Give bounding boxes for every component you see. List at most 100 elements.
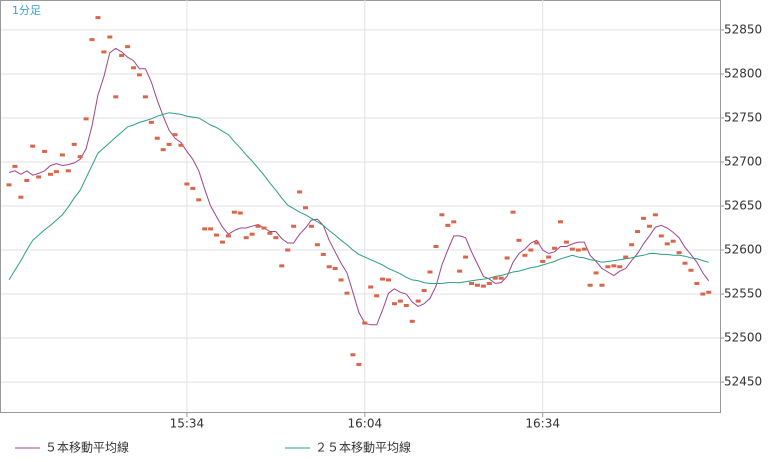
- price-point: [540, 259, 546, 263]
- price-point: [89, 38, 95, 42]
- price-point: [308, 224, 314, 228]
- price-point: [575, 248, 581, 252]
- price-point: [83, 117, 89, 121]
- price-point: [700, 292, 706, 296]
- price-point: [676, 251, 682, 255]
- price-point: [6, 183, 12, 187]
- price-point: [682, 261, 688, 265]
- legend-label: ５本移動平均線: [45, 440, 129, 455]
- price-point: [546, 255, 552, 259]
- y-tick-label: 52700: [724, 154, 762, 168]
- price-point: [403, 303, 409, 307]
- price-point: [273, 236, 279, 240]
- price-point: [196, 198, 202, 202]
- x-tick-label: 16:34: [525, 417, 560, 431]
- ma-line: [8, 112, 709, 284]
- price-point: [386, 278, 392, 282]
- price-point: [593, 271, 599, 275]
- price-point: [285, 248, 291, 252]
- price-point: [214, 233, 220, 237]
- price-point: [569, 247, 575, 251]
- price-point: [344, 291, 350, 295]
- price-point: [652, 213, 658, 217]
- price-point: [48, 172, 54, 176]
- price-point: [320, 252, 326, 256]
- price-point: [178, 143, 184, 147]
- price-point: [231, 210, 237, 214]
- price-point: [670, 239, 676, 243]
- price-point: [510, 210, 516, 214]
- ma-line: [8, 47, 710, 326]
- price-point: [445, 223, 451, 227]
- price-point: [65, 169, 71, 173]
- price-point: [350, 353, 356, 357]
- price-point: [237, 211, 243, 215]
- price-point: [243, 236, 249, 240]
- price-point: [391, 302, 397, 306]
- price-point: [18, 195, 24, 199]
- y-tick-label: 52650: [724, 199, 762, 213]
- price-point: [469, 281, 475, 285]
- price-point: [498, 276, 504, 280]
- y-tick-label: 52500: [724, 331, 762, 345]
- price-point: [611, 264, 617, 268]
- price-point: [36, 175, 42, 179]
- y-tick-label: 52750: [724, 110, 762, 124]
- price-point: [629, 243, 635, 247]
- price-point: [172, 133, 178, 137]
- price-point: [415, 299, 421, 303]
- price-point: [297, 190, 303, 194]
- price-point: [53, 170, 59, 174]
- price-point: [646, 224, 652, 228]
- price-point: [148, 120, 154, 124]
- x-tick-label: 16:04: [348, 417, 383, 431]
- price-point: [267, 231, 273, 235]
- price-point: [451, 220, 457, 224]
- legend-label: ２５本移動平均線: [315, 440, 411, 455]
- price-point: [563, 240, 569, 244]
- price-point: [261, 226, 267, 230]
- price-point: [516, 238, 522, 242]
- price-point: [427, 270, 433, 274]
- y-tick-label: 52800: [724, 66, 762, 80]
- price-point: [480, 284, 486, 288]
- price-point: [95, 16, 101, 20]
- price-point: [457, 269, 463, 273]
- price-point: [12, 164, 18, 168]
- price-point: [522, 253, 528, 257]
- price-point: [599, 283, 605, 287]
- price-point: [374, 294, 380, 298]
- price-point: [154, 136, 160, 140]
- y-tick-label: 52600: [724, 243, 762, 257]
- price-point: [528, 248, 534, 252]
- price-point: [694, 281, 700, 285]
- price-point: [291, 224, 297, 228]
- price-point: [113, 95, 119, 99]
- price-point: [24, 178, 30, 182]
- price-point: [125, 45, 131, 49]
- price-point: [136, 73, 142, 77]
- price-point: [492, 276, 498, 280]
- price-point: [332, 267, 338, 271]
- price-point: [623, 255, 629, 259]
- price-point: [433, 244, 439, 248]
- price-point: [77, 155, 83, 159]
- price-point: [688, 268, 694, 272]
- price-point: [534, 241, 540, 245]
- price-point: [368, 285, 374, 289]
- price-point: [474, 283, 480, 287]
- price-point: [641, 216, 647, 220]
- price-point: [279, 264, 285, 268]
- price-point: [59, 153, 65, 157]
- price-point: [397, 299, 403, 303]
- price-point: [463, 255, 469, 259]
- price-point: [303, 206, 308, 210]
- price-point: [42, 149, 48, 153]
- price-point: [605, 265, 611, 269]
- price-point: [552, 246, 558, 250]
- price-point: [380, 277, 386, 281]
- price-point: [107, 35, 113, 39]
- price-point: [249, 232, 255, 236]
- price-point: [587, 283, 593, 287]
